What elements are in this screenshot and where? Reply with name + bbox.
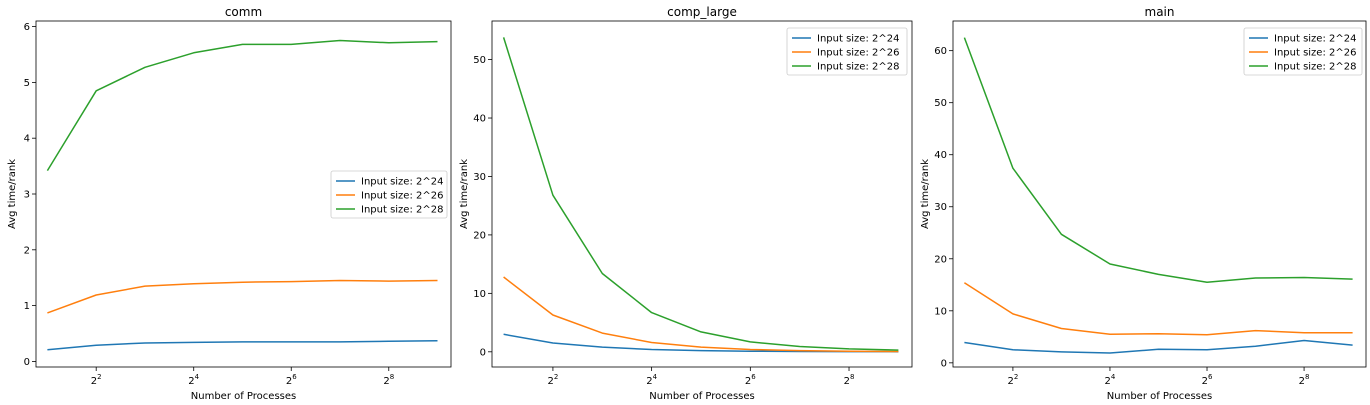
chart-title: comp_large: [667, 5, 737, 19]
x-axis-label: Number of Processes: [1107, 391, 1212, 402]
x-tick-base: 2: [1202, 376, 1208, 387]
x-tick-exponent: 8: [1305, 373, 1309, 381]
chart-title: comm: [225, 5, 262, 19]
series-line-3: [963, 37, 1353, 283]
y-tick-label: 5: [24, 78, 30, 89]
x-tick-base: 2: [745, 376, 751, 387]
y-tick-label: 4: [24, 134, 30, 145]
x-tick-exponent: 4: [195, 373, 200, 381]
legend-entry-1: Input size: 2^24: [361, 177, 443, 188]
legend-box: [330, 170, 448, 219]
x-tick-exponent: 6: [751, 373, 756, 381]
legend-entry-2: Input size: 2^26: [817, 48, 899, 59]
y-tick-label: 1: [24, 301, 30, 312]
x-tick-exponent: 2: [554, 373, 558, 381]
plot-frame: [491, 20, 913, 368]
y-axis-label: Avg time/rank: [7, 159, 18, 229]
x-tick-label: 22: [91, 373, 102, 387]
y-axis-label: Avg time/rank: [459, 159, 470, 229]
x-axis-label: Number of Processes: [191, 391, 296, 402]
y-axis-label: Avg time/rank: [920, 159, 931, 229]
x-tick-label: 28: [844, 373, 855, 387]
legend-entry-1: Input size: 2^24: [817, 34, 899, 45]
x-axis-label: Number of Processes: [649, 391, 754, 402]
x-tick-base: 2: [547, 376, 553, 387]
y-tick-label: 40: [473, 114, 486, 125]
x-tick-exponent: 6: [292, 373, 297, 381]
x-tick-label: 28: [383, 373, 394, 387]
y-tick-label: 10: [473, 289, 486, 300]
x-tick-label: 26: [745, 373, 756, 387]
legend: Input size: 2^24 Input size: 2^26 Input si…: [330, 170, 448, 219]
y-tick-label: 50: [473, 55, 486, 66]
x-tick-label: 28: [1299, 373, 1310, 387]
y-tick-label: 60: [934, 46, 947, 57]
y-tick-label: 30: [473, 172, 486, 183]
x-tick-label: 26: [286, 373, 297, 387]
legend-entry-3: Input size: 2^28: [361, 205, 443, 216]
x-tick-exponent: 2: [97, 373, 101, 381]
y-tick-label: 40: [934, 150, 947, 161]
legend-entry-3: Input size: 2^28: [1274, 62, 1356, 73]
y-tick-label: 20: [934, 254, 947, 265]
x-tick-label: 24: [188, 373, 199, 387]
plot-frame: [952, 20, 1367, 368]
y-tick-label: 3: [24, 190, 30, 201]
series-line-3: [46, 39, 438, 171]
x-tick-exponent: 8: [850, 373, 854, 381]
plot-frame: [35, 20, 452, 368]
legend-entry-1: Input size: 2^24: [1274, 34, 1356, 45]
y-tick-label: 0: [480, 347, 486, 358]
x-tick-base: 2: [1007, 376, 1013, 387]
series-line-1: [964, 339, 1353, 354]
y-tick-label: 0: [941, 358, 947, 369]
x-tick-base: 2: [91, 376, 97, 387]
y-tick-label: 50: [934, 98, 947, 109]
x-tick-base: 2: [646, 376, 652, 387]
x-tick-label: 22: [547, 373, 558, 387]
series-line-1: [47, 340, 438, 351]
x-tick-exponent: 2: [1014, 373, 1018, 381]
series-line-2: [503, 276, 899, 353]
legend: Input size: 2^24 Input size: 2^26 Input si…: [1243, 27, 1363, 76]
series-line-2: [47, 279, 438, 314]
y-tick-label: 10: [934, 306, 947, 317]
y-tick-label: 30: [934, 202, 947, 213]
y-tick-label: 0: [24, 357, 30, 368]
x-tick-label: 24: [646, 373, 657, 387]
x-tick-label: 22: [1007, 373, 1018, 387]
legend: Input size: 2^24 Input size: 2^26 Input si…: [786, 27, 908, 76]
y-tick-label: 20: [473, 230, 486, 241]
series-line-2: [963, 282, 1353, 336]
x-tick-base: 2: [188, 376, 194, 387]
legend-entry-2: Input size: 2^26: [1274, 48, 1356, 59]
legend-box: [786, 27, 908, 76]
x-tick-exponent: 4: [653, 373, 658, 381]
x-tick-label: 24: [1105, 373, 1116, 387]
x-tick-base: 2: [1105, 376, 1111, 387]
x-tick-exponent: 6: [1208, 373, 1213, 381]
legend-box: [1243, 27, 1363, 76]
x-tick-base: 2: [844, 376, 850, 387]
x-tick-base: 2: [286, 376, 292, 387]
series-line-3: [502, 37, 899, 351]
x-tick-label: 26: [1202, 373, 1213, 387]
x-tick-base: 2: [383, 376, 389, 387]
legend-entry-3: Input size: 2^28: [817, 62, 899, 73]
y-tick-label: 6: [24, 22, 30, 33]
x-tick-base: 2: [1299, 376, 1305, 387]
x-tick-exponent: 4: [1111, 373, 1116, 381]
y-tick-label: 2: [24, 245, 30, 256]
chart-title: main: [1145, 5, 1175, 19]
legend-entry-2: Input size: 2^26: [361, 191, 443, 202]
x-tick-exponent: 8: [390, 373, 394, 381]
